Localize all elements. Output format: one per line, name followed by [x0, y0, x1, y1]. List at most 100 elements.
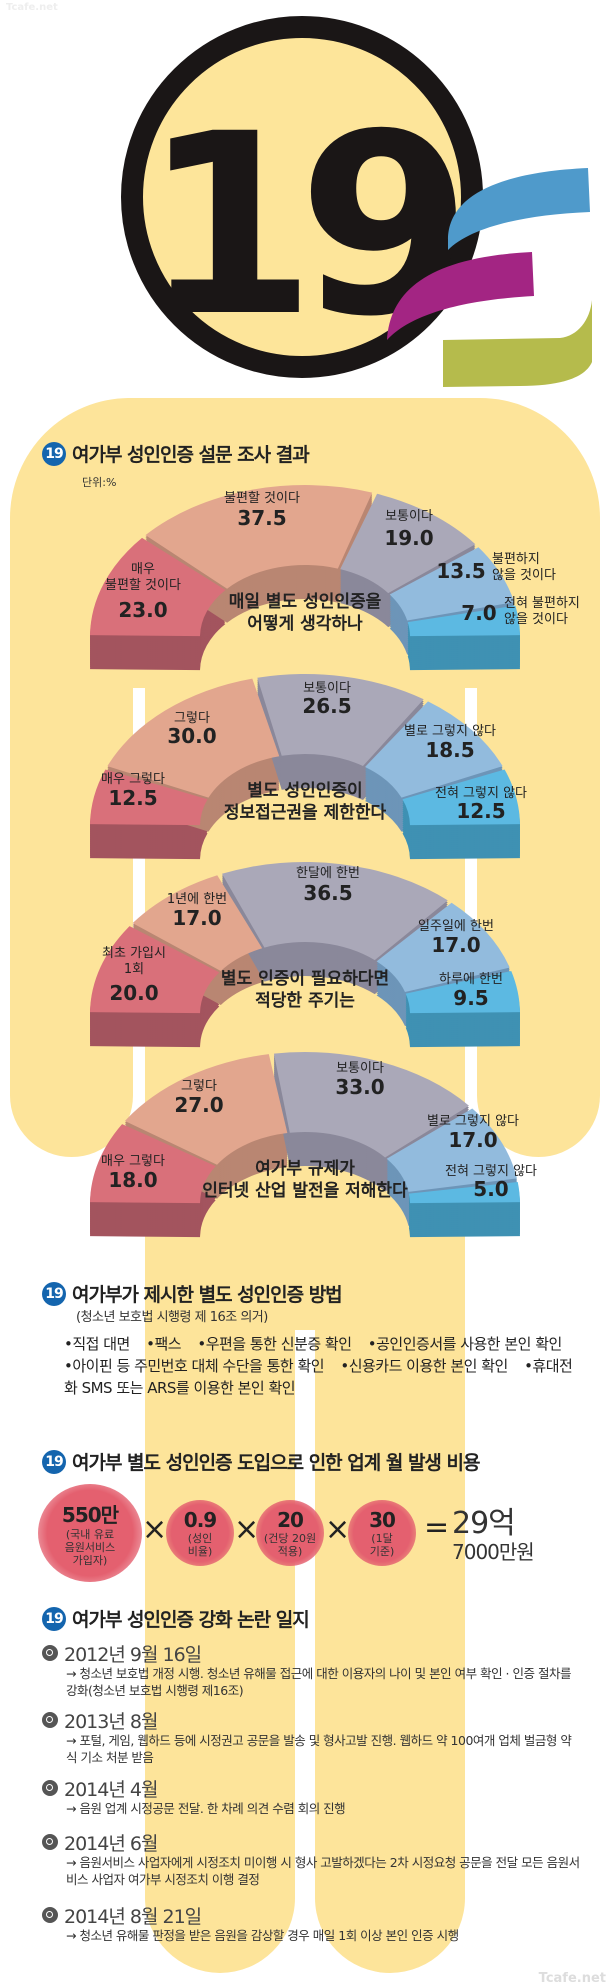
segment-label: 1년에 한번 — [167, 892, 227, 907]
chart-segment — [365, 701, 503, 798]
survey-title-text: 여가부 성인인증 설문 조사 결과 — [72, 444, 310, 466]
factor-value: 0.9 — [183, 1508, 217, 1532]
badge-19-icon: 19 — [42, 1449, 66, 1474]
segment-value: 19.0 — [384, 526, 433, 550]
segment-value: 18.0 — [108, 1168, 157, 1192]
chart-segment — [407, 605, 520, 637]
watermark-bottom: Tcafe.net — [538, 1971, 606, 1986]
clock-icon — [42, 1712, 58, 1728]
segment-value: 18.5 — [425, 738, 474, 762]
segment-value: 36.5 — [303, 881, 352, 905]
segment-value: 13.5 — [436, 559, 485, 583]
segment-label: 한달에 한번 — [296, 866, 360, 881]
segment-label: 전혀 불편하지 않을 것이다 — [504, 596, 580, 627]
timeline-event: 2014년 6월 → 음원서비스 사업자에게 시정조치 미이행 시 형사 고발하… — [42, 1830, 582, 1888]
factor-per-case: 20 (건당 20원 적용) — [256, 1500, 324, 1566]
event-date: 2014년 8월 21일 — [64, 1905, 202, 1928]
chart-segment — [386, 1108, 517, 1192]
clock-icon — [42, 1907, 58, 1923]
chart-segment — [132, 875, 263, 971]
logo-text: 19 — [142, 80, 456, 371]
result-line1: 29억 — [452, 1506, 516, 1541]
event-desc: → 음원서비스 사업자에게 시정조치 미이행 시 형사 고발하겠다는 2차 시정… — [66, 1855, 580, 1887]
method-item: •신용카드 이용한 본인 확인 — [340, 1357, 508, 1375]
chart-segment — [90, 537, 226, 637]
factor-value: 20 — [277, 1508, 304, 1532]
method-item: •직접 대면 — [64, 1335, 130, 1353]
segment-value: 17.0 — [172, 906, 221, 930]
method-item: •팩스 — [146, 1335, 182, 1353]
factor-adult-ratio: 0.9 (성인 비율) — [166, 1500, 234, 1566]
segment-label: 불편하지 않을 것이다 — [492, 552, 556, 583]
segment-value: 17.0 — [431, 933, 480, 957]
segment-label: 최초 가입시 1회 — [102, 946, 166, 977]
event-date: 2014년 6월 — [64, 1832, 158, 1855]
event-desc: → 음원 업계 시정공문 전달. 한 차례 의견 수렴 회의 진행 — [66, 1801, 346, 1816]
segment-label: 일주일에 한번 — [418, 919, 494, 934]
segment-value: 20.0 — [109, 981, 158, 1005]
badge-19-icon: 19 — [42, 1281, 66, 1306]
unit-label: 단위:% — [82, 476, 117, 489]
segment-value: 17.0 — [448, 1128, 497, 1152]
factor-days: 30 (1달 기준) — [348, 1500, 416, 1566]
times-sign: × — [234, 1512, 260, 1547]
chart-segment — [124, 1054, 288, 1165]
chart-segment — [408, 1182, 520, 1204]
event-date: 2012년 9월 16일 — [64, 1643, 202, 1666]
chart-title: 매일 별도 성인인증을 어떻게 생각하나 — [229, 592, 382, 634]
background-column-right — [315, 1320, 465, 1973]
chart-segment — [257, 674, 424, 766]
timeline-title-text: 여가부 성인인증 강화 논란 일지 — [72, 1609, 310, 1631]
logo-19: 19 — [121, 16, 592, 387]
segment-label: 별로 그렇지 않다 — [427, 1114, 519, 1129]
segment-value: 9.5 — [453, 986, 488, 1010]
badge-19-icon: 19 — [42, 1606, 66, 1631]
ribbon-green — [443, 300, 592, 387]
ribbon-blue — [448, 168, 590, 250]
chart-segment — [90, 769, 208, 826]
chart-title: 별도 인증이 필요하다면 적당한 주기는 — [221, 969, 389, 1011]
segment-label: 불편할 것이다 — [224, 491, 300, 506]
event-desc: → 청소년 유해물 판정을 받은 음원을 감상할 경우 매일 1회 이상 본인 … — [66, 1928, 459, 1943]
times-sign: × — [325, 1512, 351, 1547]
method-item: •아이핀 등 주민번호 대체 수단을 통한 확인 — [64, 1357, 325, 1375]
cost-title: 19 여가부 별도 성인인증 도입으로 인한 업계 월 발생 비용 — [42, 1448, 480, 1475]
segment-label: 그렇다 — [174, 711, 210, 726]
chart-segment — [389, 547, 515, 621]
clock-icon — [42, 1645, 58, 1661]
event-desc: → 포털, 게임, 웹하드 등에 시정권고 공문을 발송 및 형사고발 진행. … — [66, 1733, 572, 1765]
chart-segment — [340, 493, 476, 594]
cost-title-text: 여가부 별도 성인인증 도입으로 인한 업계 월 발생 비용 — [72, 1452, 480, 1474]
methods-list: •직접 대면 •팩스 •우편을 통한 신분증 확인 •공인인증서를 사용한 본인… — [64, 1333, 584, 1399]
chart-segment — [221, 862, 448, 961]
survey-title: 19 여가부 성인인증 설문 조사 결과 — [42, 440, 310, 467]
segment-label: 전혀 그렇지 않다 — [435, 786, 527, 801]
methods-title: 19 여가부가 제시한 별도 성인인증 방법 — [42, 1280, 343, 1307]
equals-sign: = — [424, 1510, 450, 1545]
segment-value: 12.5 — [108, 786, 157, 810]
event-desc: → 청소년 보호법 개정 시행. 청소년 유해물 접근에 대한 이용자의 나이 … — [66, 1666, 571, 1698]
timeline-title: 19 여가부 성인인증 강화 논란 일지 — [42, 1605, 310, 1632]
segment-label: 그렇다 — [181, 1079, 217, 1094]
chart-segment — [145, 485, 373, 589]
segment-value: 23.0 — [118, 598, 167, 622]
factor-value: 30 — [369, 1508, 396, 1532]
segment-value: 26.5 — [302, 694, 351, 718]
segment-label: 보통이다 — [385, 509, 433, 524]
segment-label: 하루에 한번 — [439, 972, 503, 987]
methods-title-text: 여가부가 제시한 별도 성인인증 방법 — [72, 1284, 343, 1306]
segment-value: 12.5 — [456, 799, 505, 823]
result-line2: 7000만원 — [452, 1540, 535, 1564]
cost-result: 29억 7000만원 — [452, 1506, 535, 1565]
factor-desc: (국내 유료 음원서비스 가입자) — [64, 1528, 116, 1567]
segment-value: 27.0 — [174, 1093, 223, 1117]
chart-title: 여가부 규제가 인터넷 산업 발전을 저해한다 — [202, 1159, 408, 1201]
chart-segment — [402, 769, 520, 826]
chart-title: 별도 성인인증이 정보접근권을 제한한다 — [224, 781, 387, 823]
segment-label: 전혀 그렇지 않다 — [445, 1164, 537, 1179]
timeline-event: 2012년 9월 16일 → 청소년 보호법 개정 시행. 청소년 유해물 접근… — [42, 1641, 582, 1699]
chart-segment — [107, 678, 280, 798]
segment-label: 매우 그렇다 — [101, 1154, 165, 1169]
badge-19-icon: 19 — [42, 441, 66, 466]
segment-label: 보통이다 — [303, 681, 351, 696]
